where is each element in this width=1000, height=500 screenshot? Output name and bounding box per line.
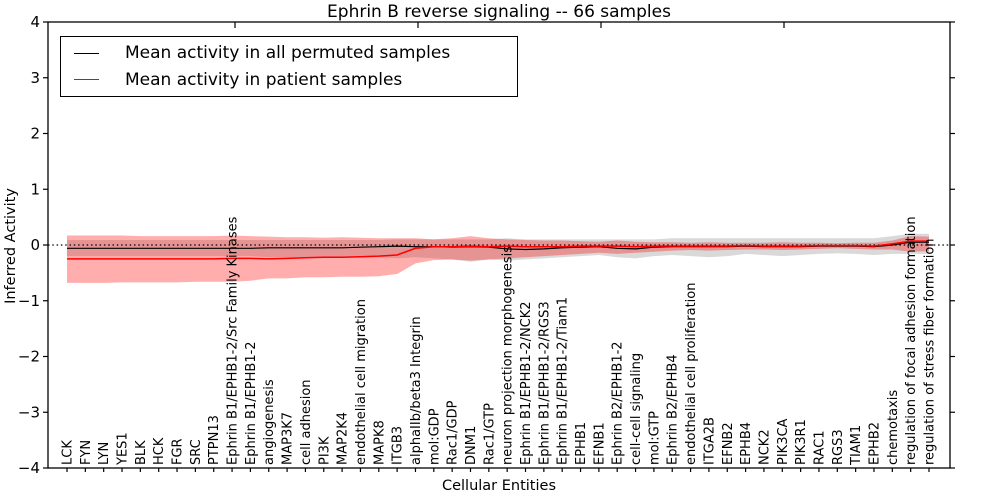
x-tick-label: alphaIIb/beta3 Integrin	[409, 316, 424, 465]
x-tick-label: EPHB2	[868, 422, 883, 465]
x-tick-label: MAP3K7	[281, 412, 296, 465]
patient-line-sample	[74, 79, 99, 81]
x-tick-label: PTPN13	[207, 415, 222, 465]
x-tick-label: NCK2	[757, 429, 772, 465]
y-tick-label: 2	[30, 125, 40, 143]
y-tick-label: 4	[30, 13, 40, 31]
x-tick-label: Ephrin B2/EPHB4	[666, 354, 681, 465]
y-tick-label: −3	[18, 403, 40, 421]
y-tick-label: 0	[30, 236, 40, 254]
x-tick-label: TIAM1	[849, 425, 864, 466]
x-tick-label: Ephrin B1/EPHB1-2/Tiam1	[556, 297, 571, 465]
x-tick-label: chemotaxis	[886, 390, 901, 465]
y-tick-label: −4	[18, 459, 40, 477]
x-tick-label: FYN	[79, 440, 94, 465]
x-tick-label: RAC1	[813, 430, 828, 465]
y-axis-label: Inferred Activity	[3, 188, 19, 304]
x-tick-label: Ephrin B1/EPHB1-2/RGS3	[537, 301, 552, 465]
x-tick-label: LCK	[61, 440, 76, 465]
x-tick-label: regulation of stress fiber formation	[923, 238, 938, 465]
x-tick-label: ITGB3	[391, 426, 406, 465]
x-tick-label: mol:GDP	[427, 408, 442, 465]
y-tick-label: −1	[18, 292, 40, 310]
legend-entry-patient: Mean activity in patient samples	[74, 70, 517, 90]
x-tick-label: EPHB1	[574, 422, 589, 465]
x-tick-label: EPHB4	[739, 422, 754, 465]
x-tick-label: Ephrin B1/EPHB1-2	[244, 341, 259, 465]
x-tick-label: Ephrin B1/EPHB1-2/Src Family Kinases	[226, 216, 241, 465]
x-tick-label: PI3K	[317, 436, 332, 465]
x-tick-label: RGS3	[831, 429, 846, 465]
x-tick-label: MAP2K4	[336, 412, 351, 465]
x-tick-label: BLK	[134, 440, 149, 465]
x-tick-label: Rac1/GTP	[482, 403, 497, 465]
chart-title: Ephrin B reverse signaling -- 66 samples	[327, 2, 671, 22]
x-axis-label: Cellular Entities	[441, 478, 557, 494]
x-tick-label: cell adhesion	[299, 379, 314, 465]
y-tick-label: −2	[18, 348, 40, 366]
x-tick-label: Ephrin B2/EPHB1-2	[611, 341, 626, 465]
legend-label-permuted: Mean activity in all permuted samples	[125, 43, 451, 64]
x-tick-label: PIK3CA	[776, 418, 791, 465]
legend-box: Mean activity in all permuted samples Me…	[60, 36, 518, 97]
legend-entry-permuted: Mean activity in all permuted samples	[74, 43, 517, 63]
x-tick-label: MAPK8	[372, 420, 387, 465]
permuted-line-sample	[74, 52, 99, 54]
x-tick-label: ITGA2B	[702, 417, 717, 465]
x-tick-label: mol:GTP	[647, 411, 662, 465]
x-tick-label: LYN	[97, 442, 112, 465]
x-tick-label: regulation of focal adhesion formation	[904, 216, 919, 465]
x-tick-label: SRC	[189, 439, 204, 465]
y-tick-label: 1	[30, 180, 40, 198]
x-tick-label: Ephrin B1/EPHB1-2/NCK2	[519, 301, 534, 465]
x-tick-label: cell-cell signaling	[629, 353, 644, 465]
y-tick-label: 3	[30, 69, 40, 87]
legend-label-patient: Mean activity in patient samples	[125, 69, 403, 90]
patient-mean-line	[67, 240, 929, 260]
x-tick-label: PIK3R1	[794, 419, 809, 465]
x-tick-label: Rac1/GDP	[446, 400, 461, 465]
x-tick-label: neuron projection morphogenesis	[501, 246, 516, 465]
x-tick-label: angiogenesis	[262, 379, 277, 465]
x-tick-label: endothelial cell migration	[354, 299, 369, 465]
x-tick-label: FGR	[171, 438, 186, 465]
x-tick-label: EFNB1	[592, 422, 607, 465]
x-tick-label: DNM1	[464, 426, 479, 465]
x-tick-label: YES1	[116, 432, 131, 466]
x-tick-label: EFNB2	[721, 422, 736, 465]
x-tick-label: endothelial cell proliferation	[684, 283, 699, 466]
x-tick-label: HCK	[152, 437, 167, 465]
